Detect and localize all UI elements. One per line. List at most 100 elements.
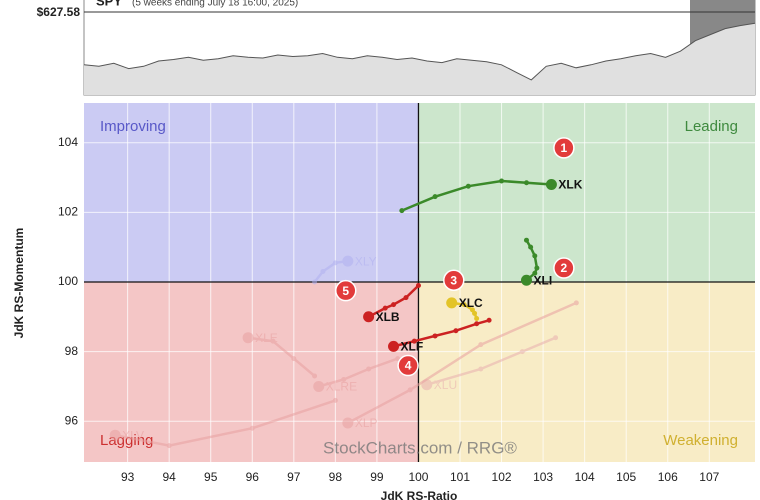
benchmark-line bbox=[83, 22, 756, 81]
rrg-series: XLE bbox=[242, 331, 318, 379]
tail-point bbox=[270, 338, 276, 344]
tail-line bbox=[114, 399, 336, 447]
tail-point bbox=[320, 269, 326, 275]
quadrant bbox=[84, 103, 419, 282]
tail-point bbox=[478, 366, 484, 372]
tail-point bbox=[312, 373, 318, 379]
quadrant-label: Weakening bbox=[663, 432, 738, 449]
tail-point bbox=[478, 342, 484, 348]
rrg-series: XLF bbox=[388, 317, 492, 354]
annotation-label: 5 bbox=[342, 284, 349, 298]
annotation-marker bbox=[553, 257, 575, 279]
annotation-label: 4 bbox=[405, 359, 412, 373]
x-tick-label: 94 bbox=[162, 470, 176, 484]
annotation-label: 1 bbox=[561, 141, 568, 155]
tail-point bbox=[341, 376, 347, 382]
tail-point bbox=[523, 237, 529, 243]
annotation-marker bbox=[397, 354, 419, 377]
tail-point bbox=[312, 279, 318, 285]
rrg-series: XLK bbox=[399, 178, 583, 214]
tail-point bbox=[403, 295, 409, 301]
tail-line bbox=[401, 179, 552, 212]
x-tick-label: 99 bbox=[370, 470, 384, 484]
tail-point bbox=[523, 180, 529, 186]
head-point bbox=[363, 311, 375, 323]
series-label: XLF bbox=[401, 340, 424, 354]
head-point bbox=[388, 340, 400, 352]
y-tick-label: 102 bbox=[58, 205, 78, 219]
annotation-label: 3 bbox=[450, 273, 457, 287]
tail-point bbox=[573, 300, 579, 306]
head-point bbox=[342, 255, 354, 267]
x-tick-label: 95 bbox=[204, 470, 218, 484]
benchmark-symbol: SPY bbox=[96, 0, 122, 8]
x-tick-label: 106 bbox=[658, 470, 678, 484]
x-tick-label: 97 bbox=[287, 470, 301, 484]
x-tick-label: 105 bbox=[616, 470, 636, 484]
head-point bbox=[109, 429, 121, 441]
benchmark-subtitle: (5 weeks ending July 18 16:00, 2025) bbox=[132, 0, 298, 9]
head-point bbox=[242, 332, 254, 344]
series-label: XLU bbox=[434, 378, 457, 392]
tail-point bbox=[249, 425, 255, 431]
tail-line bbox=[347, 301, 577, 425]
price-label: $627.58 bbox=[37, 5, 81, 19]
series-label: XLV bbox=[122, 428, 144, 442]
tail-point bbox=[465, 183, 471, 189]
tail-point bbox=[366, 366, 372, 372]
annotation-label: 2 bbox=[561, 261, 568, 275]
tail-point bbox=[499, 178, 505, 184]
tail-point bbox=[407, 387, 413, 393]
y-tick-label: 96 bbox=[65, 413, 79, 427]
x-tick-label: 98 bbox=[329, 470, 343, 484]
tail-point bbox=[534, 265, 540, 271]
head-point bbox=[545, 178, 557, 190]
rrg-series: XLY bbox=[312, 254, 377, 285]
tail-line bbox=[247, 336, 316, 377]
tail-point bbox=[291, 356, 297, 362]
annotation-marker bbox=[443, 269, 465, 291]
x-tick-label: 101 bbox=[450, 470, 470, 484]
x-tick-label: 107 bbox=[699, 470, 719, 484]
series-label: XLC bbox=[459, 296, 483, 310]
tail-line bbox=[318, 357, 399, 388]
tail-point bbox=[395, 356, 401, 362]
tail-point bbox=[411, 338, 417, 344]
y-tick-label: 104 bbox=[58, 135, 78, 149]
y-axis-title: JdK RS-Momentum bbox=[12, 228, 26, 339]
tail-point bbox=[399, 208, 405, 214]
tail-point bbox=[528, 244, 534, 250]
head-point bbox=[520, 274, 532, 286]
tail-point bbox=[415, 282, 421, 288]
series-label: XLK bbox=[558, 178, 582, 192]
tail-line bbox=[426, 336, 557, 386]
series-label: XLP bbox=[355, 416, 378, 430]
tail-line bbox=[313, 259, 348, 283]
quadrant bbox=[418, 103, 755, 282]
rrg-series: XLU bbox=[421, 335, 559, 392]
series-label: XLRE bbox=[326, 380, 357, 394]
head-point bbox=[342, 417, 354, 429]
quadrant-label: Leading bbox=[685, 118, 738, 135]
tail-point bbox=[532, 270, 538, 276]
watermark: StockCharts.com / RRG® bbox=[323, 438, 517, 457]
head-point bbox=[313, 380, 325, 392]
tail-point bbox=[432, 194, 438, 200]
series-label: XLY bbox=[355, 254, 377, 268]
rrg-series: XLB bbox=[363, 282, 421, 324]
tail-point bbox=[474, 321, 480, 327]
tail-point bbox=[553, 335, 559, 341]
series-label: XLB bbox=[376, 310, 400, 324]
x-tick-label: 102 bbox=[492, 470, 512, 484]
tail-point bbox=[532, 253, 538, 259]
tail-point bbox=[469, 307, 475, 313]
rrg-series: XLI bbox=[520, 237, 552, 287]
tail-point bbox=[166, 443, 172, 449]
rrg-series: XLRE bbox=[313, 356, 401, 394]
tail-point bbox=[474, 316, 480, 322]
x-tick-label: 96 bbox=[246, 470, 260, 484]
x-tick-label: 93 bbox=[121, 470, 135, 484]
tail-point bbox=[432, 333, 438, 339]
quadrant-label: Improving bbox=[100, 118, 166, 135]
series-label: XLI bbox=[533, 273, 552, 287]
